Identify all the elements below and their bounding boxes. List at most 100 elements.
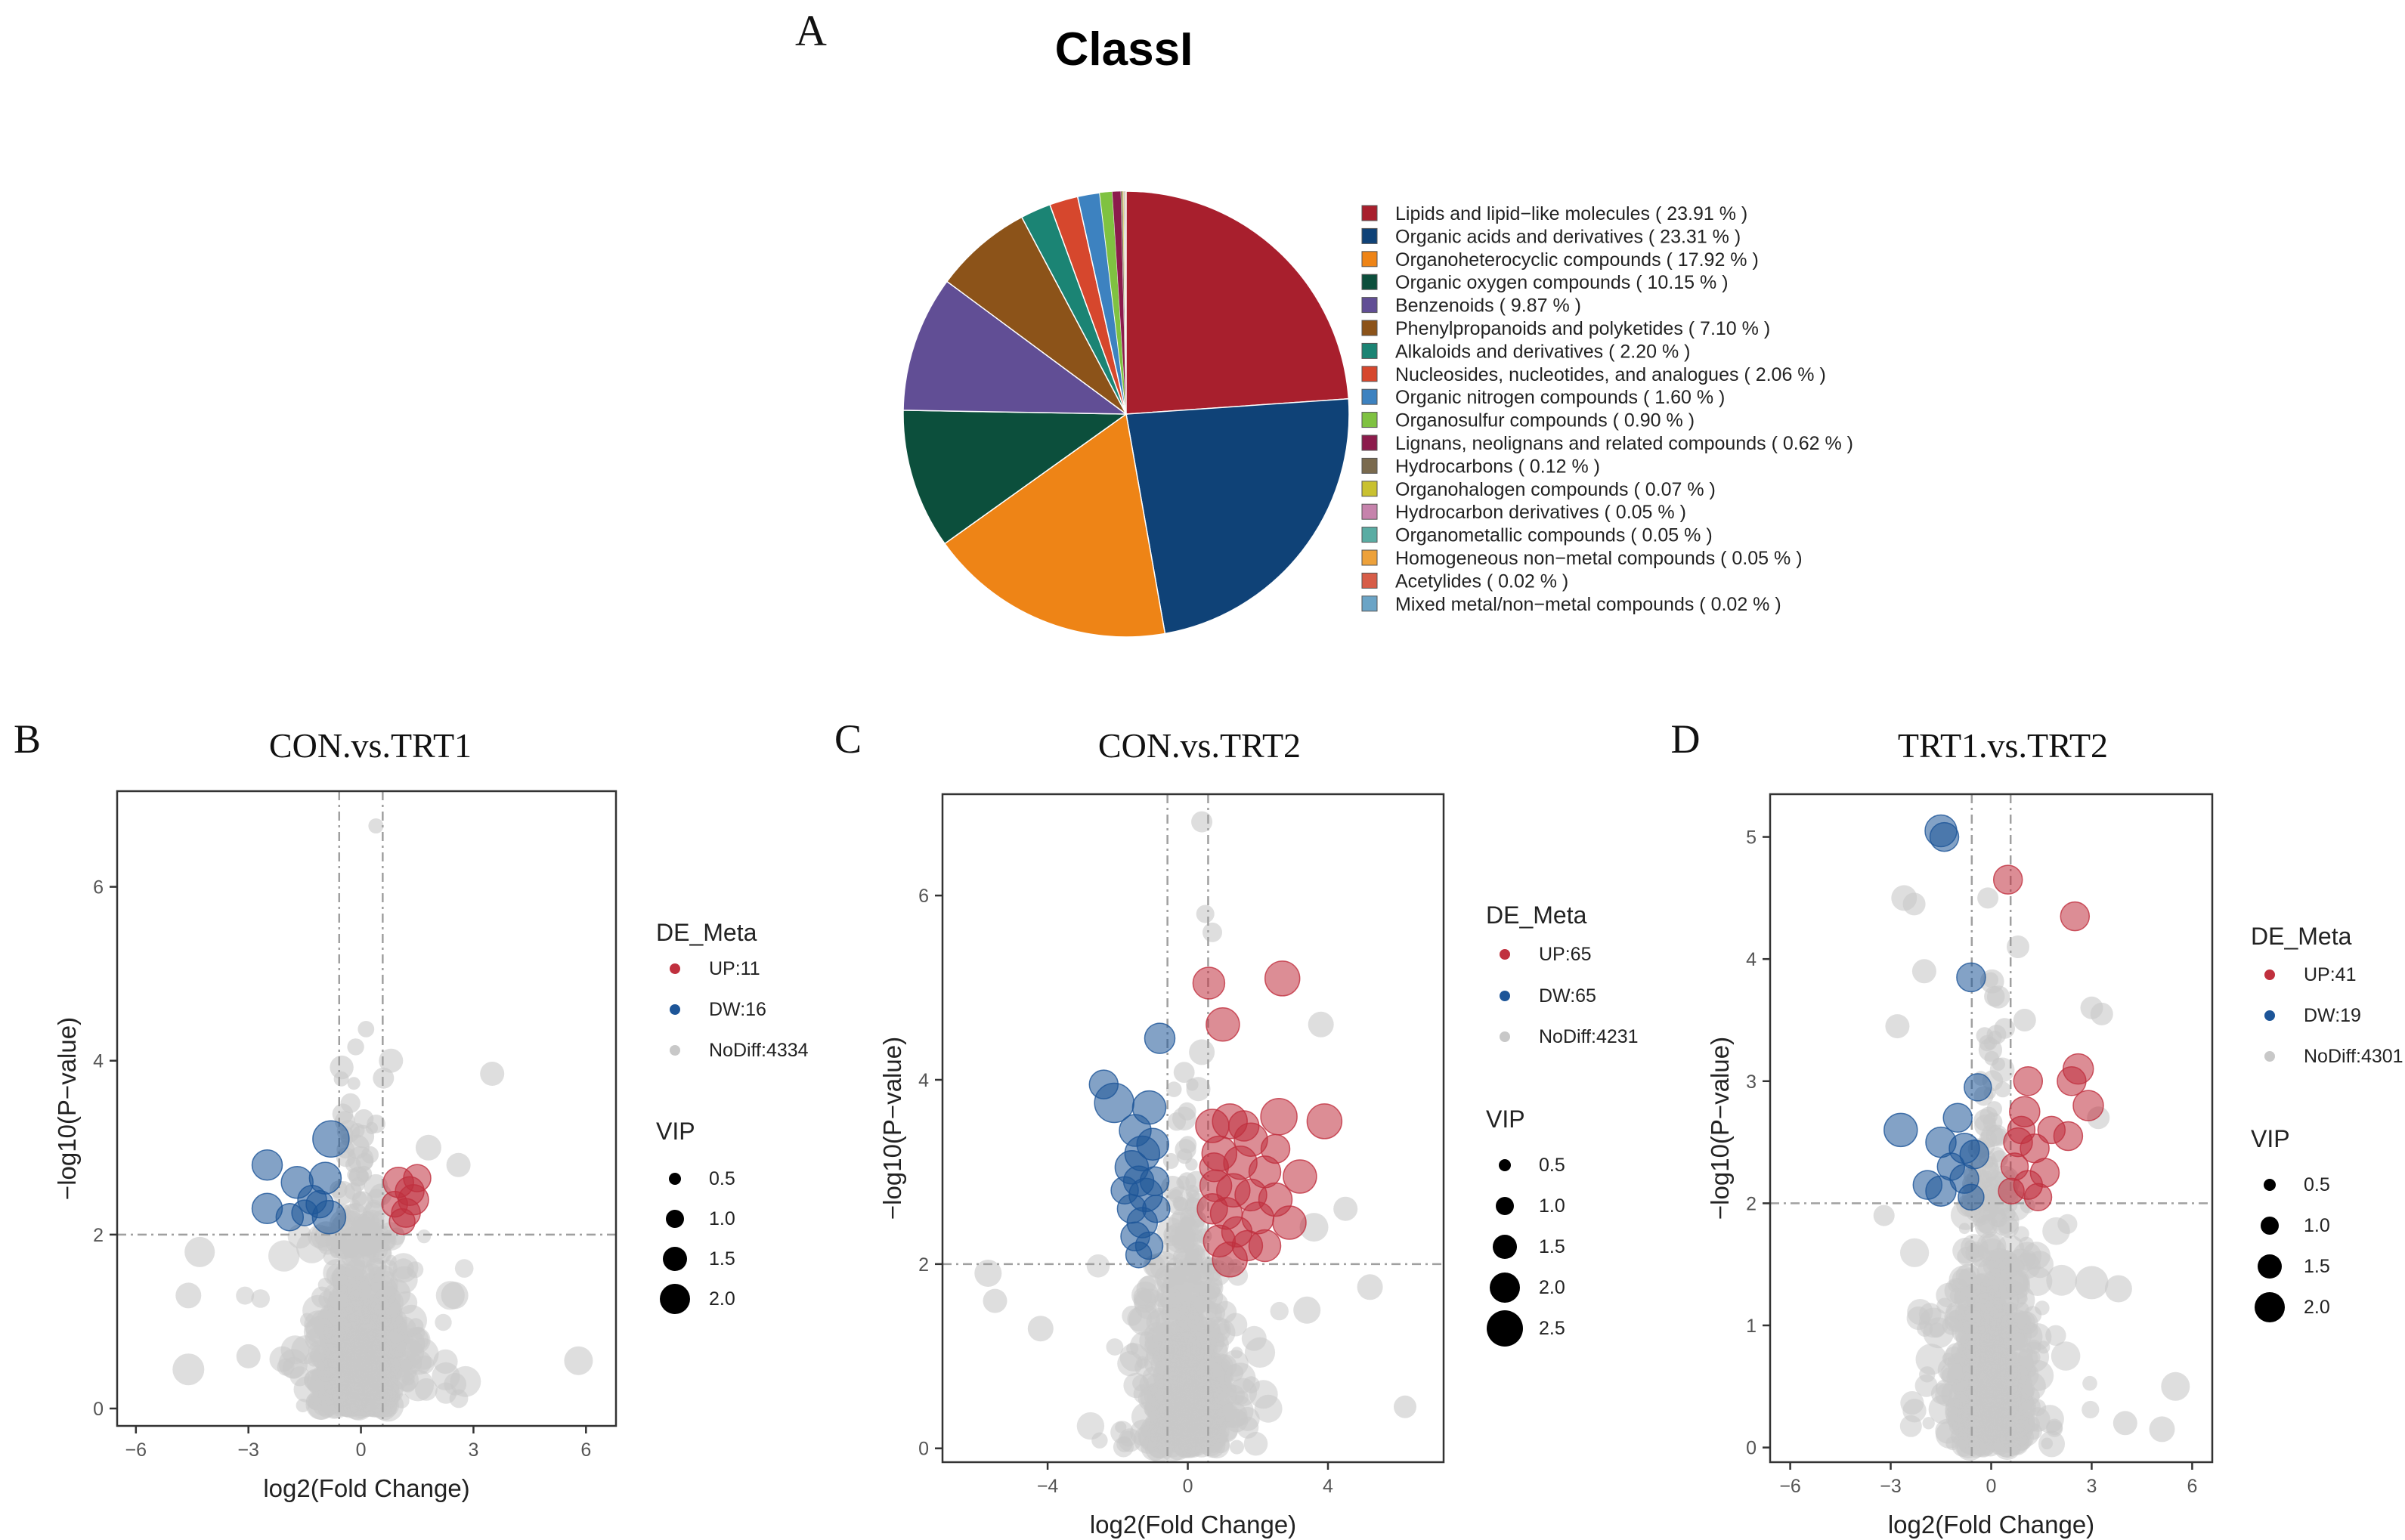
legend-swatch [1361, 366, 1378, 382]
y-tick-label: 3 [1746, 1072, 1757, 1093]
vip-size-label: 1.5 [2304, 1256, 2330, 1277]
y-tick-label: 2 [1746, 1193, 1757, 1214]
pie-legend-item: Organic oxygen compounds ( 10.15 % ) [1361, 272, 1729, 293]
up-point [2072, 1090, 2104, 1121]
nodiff-point [1241, 1325, 1267, 1351]
nodiff-point [2005, 1415, 2029, 1439]
vip-size-marker [1499, 1159, 1511, 1171]
y-tick-label: 4 [93, 1051, 104, 1072]
y-tick-label: 2 [918, 1254, 929, 1276]
vip-size-marker [2255, 1292, 2285, 1322]
nodiff-point [1961, 1398, 1989, 1426]
up-point [1260, 1133, 1291, 1164]
legend-item-label: NoDiff:4231 [1539, 1026, 1639, 1047]
vip-size-marker [660, 1284, 690, 1314]
legend-title: DE_Meta [656, 919, 757, 946]
x-tick-label: −6 [1779, 1476, 1801, 1497]
nodiff-point [480, 1062, 505, 1086]
vip-size-label: 1.0 [1539, 1195, 1565, 1217]
nodiff-point [1922, 1417, 1935, 1430]
legend-item-label: NoDiff:4301 [2304, 1046, 2403, 1067]
nodiff-point [316, 1358, 336, 1378]
nodiff-point [332, 1103, 354, 1124]
pie-legend-item: Organosulfur compounds ( 0.90 % ) [1361, 410, 1695, 431]
nodiff-point [1027, 1316, 1054, 1342]
legend-label: Hydrocarbon derivatives ( 0.05 % ) [1395, 502, 1686, 523]
down-point [1883, 1112, 1918, 1148]
nodiff-point [347, 1310, 370, 1333]
nodiff-point [1154, 1265, 1178, 1289]
volcano-plot-con-vs-trt2: CON.vs.TRT2 −4 0 4 0 2 4 6 log2(Fold Change) −log… [878, 726, 1639, 1538]
up-point [1272, 1205, 1307, 1240]
y-tick-label: 6 [918, 886, 929, 907]
legend-label: Organometallic compounds ( 0.05 % ) [1395, 525, 1713, 546]
nodiff-point [1972, 1213, 1986, 1227]
vip-size-marker [1490, 1273, 1520, 1303]
nodiff-point [1189, 1039, 1215, 1065]
points-layer [942, 794, 1444, 1462]
legend-marker [1500, 1031, 1510, 1042]
nodiff-point [349, 1123, 365, 1138]
pie-chart [902, 190, 1350, 638]
vip-size-label: 1.5 [1539, 1236, 1565, 1257]
legend-item-label: DW:19 [2304, 1005, 2361, 1026]
nodiff-point [1940, 1362, 1964, 1386]
nodiff-point [1173, 1385, 1187, 1399]
nodiff-point [1216, 1403, 1241, 1428]
y-tick-label: 1 [1746, 1316, 1757, 1337]
nodiff-point [446, 1152, 471, 1177]
nodiff-point [1919, 1366, 1936, 1383]
legend-swatch [1361, 503, 1378, 520]
up-point [1248, 1229, 1282, 1263]
nodiff-point [1216, 1430, 1229, 1443]
nodiff-point [1965, 1436, 1987, 1458]
legend-marker [2264, 969, 2275, 980]
down-point [1925, 1175, 1957, 1207]
volcano-plot-con-vs-trt1: CON.vs.TRT1 −6 −3 0 3 6 0 2 4 6 log2(Fold Change) −… [53, 726, 809, 1502]
nodiff-point [2057, 1214, 2078, 1234]
legend-label: Organohalogen compounds ( 0.07 % ) [1395, 479, 1716, 500]
nodiff-point [1976, 1231, 2007, 1261]
x-tick-label: −4 [1037, 1476, 1059, 1497]
pie-legend-item: Lignans, neolignans and related compound… [1361, 433, 1853, 454]
nodiff-point [394, 1393, 410, 1409]
nodiff-point [1945, 1406, 1960, 1421]
down-point [1136, 1127, 1169, 1161]
nodiff-point [1076, 1412, 1105, 1440]
down-point [312, 1120, 350, 1158]
nodiff-point [400, 1359, 413, 1371]
nodiff-point [1308, 1011, 1334, 1037]
legend-label: Lipids and lipid−like molecules ( 23.91 … [1395, 203, 1747, 224]
up-point [1264, 960, 1301, 997]
legend-label: Organic nitrogen compounds ( 1.60 % ) [1395, 387, 1725, 408]
y-tick-label: 6 [93, 877, 104, 898]
nodiff-point [441, 1282, 469, 1310]
nodiff-point [1167, 1112, 1187, 1131]
nodiff-point [983, 1288, 1008, 1313]
x-tick-label: 4 [1323, 1476, 1333, 1497]
nodiff-point [2000, 1319, 2032, 1351]
x-tick-label: 6 [580, 1439, 591, 1461]
nodiff-point [347, 1038, 364, 1056]
up-point [1260, 1098, 1298, 1136]
plot-frame [941, 793, 1445, 1464]
x-tick-label: −6 [125, 1439, 147, 1461]
vip-size-marker [1496, 1197, 1514, 1215]
nodiff-point [2090, 1002, 2113, 1025]
nodiff-point [1193, 1300, 1222, 1329]
legend-marker [2264, 1010, 2275, 1021]
nodiff-point [1394, 1395, 1416, 1418]
nodiff-point [2112, 1411, 2137, 1436]
panel-letter-d: D [1671, 716, 1701, 762]
pie-legend-item: Acetylides ( 0.02 % ) [1361, 571, 1568, 592]
nodiff-point [1086, 1254, 1110, 1278]
pie-title: ClassI [1055, 23, 1193, 76]
nodiff-point [345, 1134, 370, 1159]
up-point [1992, 864, 2023, 895]
x-tick-label: 0 [356, 1439, 367, 1461]
pie-legend-item: Organic nitrogen compounds ( 1.60 % ) [1361, 387, 1725, 408]
legend-label: Nucleosides, nucleotides, and analogues … [1395, 364, 1826, 385]
down-point [1110, 1176, 1139, 1205]
nodiff-point [1132, 1375, 1149, 1392]
y-tick-label: 4 [1746, 949, 1757, 970]
